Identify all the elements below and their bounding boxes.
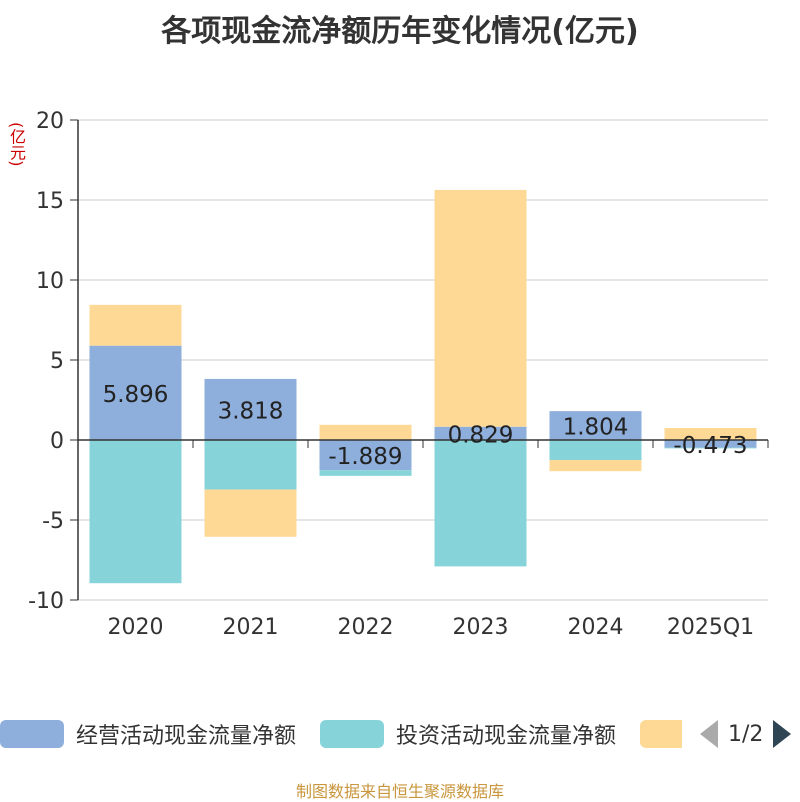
bar-series2-2025Q1 — [664, 428, 757, 440]
bar-series2-2022 — [319, 424, 412, 440]
x-tick-label: 2021 — [223, 615, 279, 640]
legend-item-operating[interactable]: 经营活动现金流量净额 — [0, 718, 296, 750]
data-source-note: 制图数据来自恒生聚源数据库 — [295, 782, 504, 801]
data-label: -1.889 — [328, 444, 402, 470]
legend-next-icon[interactable] — [773, 720, 792, 748]
y-tick-label: -10 — [28, 589, 64, 614]
bar-series1-2021 — [204, 440, 297, 490]
y-tick-label: 15 — [36, 189, 64, 214]
data-labels: 5.896 3.818 -1.889 0.829 1.804 -0.473 — [103, 382, 748, 470]
y-axis-unit-label: (亿元) — [7, 122, 26, 167]
data-label: 3.818 — [218, 398, 284, 424]
bar-series2-2023 — [434, 189, 527, 427]
x-tick-label: 2023 — [453, 615, 509, 640]
y-tick-label: 10 — [36, 269, 64, 294]
bars — [89, 189, 757, 584]
legend-label-operating: 经营活动现金流量净额 — [76, 724, 297, 749]
bar-series0-2024 — [549, 411, 642, 440]
bar-series1-2023 — [434, 440, 527, 567]
legend-swatch-investing — [320, 720, 384, 748]
y-tick-label: -5 — [42, 509, 64, 534]
bar-series0-2025Q1 — [664, 440, 757, 448]
bar-series2-2024 — [549, 460, 642, 472]
y-tick-label: 0 — [50, 429, 64, 454]
legend-swatch-third — [640, 720, 682, 748]
bar-series2-2021 — [204, 489, 297, 537]
bar-series1-2025Q1 — [664, 447, 757, 449]
bar-series0-2021 — [204, 378, 297, 440]
legend-item-third[interactable] — [640, 718, 682, 750]
data-label: 0.829 — [448, 422, 514, 448]
legend-label-investing: 投资活动现金流量净额 — [396, 724, 617, 749]
bar-series2-2020 — [89, 304, 182, 346]
chart-title: 各项现金流净额历年变化情况(亿元) — [161, 14, 639, 49]
legend-swatch-operating — [0, 720, 64, 748]
legend-prev-icon[interactable] — [700, 720, 718, 748]
x-axis: 2020 2021 2022 2023 2024 2025Q1 — [77, 439, 769, 640]
data-label: 5.896 — [103, 382, 169, 408]
x-tick-label: 2022 — [338, 615, 394, 640]
y-axis-ticks: 20 15 10 5 0 -5 -10 — [28, 109, 79, 614]
x-tick-label: 2025Q1 — [667, 615, 754, 640]
legend-pager: 1/2 — [700, 718, 792, 750]
bar-series1-2024 — [549, 440, 642, 460]
bar-series0-2022 — [319, 440, 412, 471]
data-label: -0.473 — [673, 433, 747, 459]
bar-series1-2020 — [89, 440, 182, 584]
x-tick-label: 2020 — [108, 615, 164, 640]
bar-series0-2023 — [434, 426, 527, 440]
bar-series1-2022 — [319, 470, 412, 476]
data-label: 1.804 — [563, 415, 629, 441]
legend-item-investing[interactable]: 投资活动现金流量净额 — [320, 718, 616, 750]
bar-series0-2020 — [89, 345, 182, 440]
legend-page-indicator: 1/2 — [728, 721, 764, 747]
y-tick-label: 20 — [36, 109, 64, 134]
chart-plot: 20 15 10 5 0 -5 -10 2020 2021 2022 2023 2024 2025Q1… — [28, 109, 769, 640]
x-tick-label: 2024 — [568, 615, 624, 640]
y-tick-label: 5 — [50, 349, 64, 374]
